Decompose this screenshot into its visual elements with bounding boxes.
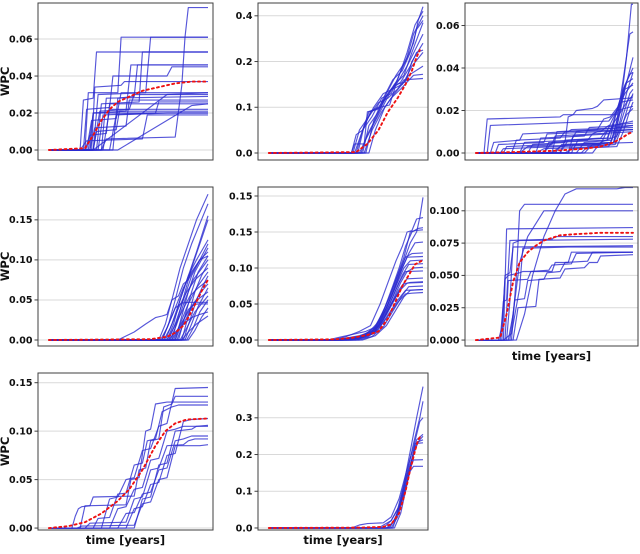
trajectory-line	[48, 404, 208, 529]
y-tick-label: 0.1	[236, 103, 253, 114]
y-tick-label: 0.00	[9, 523, 33, 534]
axes-frame	[464, 2, 639, 161]
trajectory-line	[475, 93, 634, 154]
trajectory-line	[48, 7, 208, 151]
y-tick-label: 0.2	[236, 57, 253, 68]
trajectory-line	[268, 291, 424, 341]
trajectory-line	[475, 187, 633, 341]
trajectory-line	[268, 433, 424, 529]
y-tick-label: 0.100	[429, 206, 459, 217]
trajectory-line	[48, 438, 208, 529]
subplot-r1c2: 0.0 0.1 0.2 0.4	[236, 2, 429, 161]
y-tick-label: 0.000	[429, 335, 459, 346]
y-tick-label: 0.075	[429, 238, 459, 249]
trajectory-line	[268, 10, 424, 154]
subplot-r2c2: 0.00 0.05 0.10 0.15 0.15	[229, 186, 429, 347]
subplot-r2c3: 0.000 0.025 0.050 0.075 0.100 time [years]	[429, 186, 639, 363]
y-tick-label: 0.15	[229, 227, 252, 238]
trajectory-line	[475, 95, 634, 154]
y-tick-label: 0.15	[229, 191, 252, 202]
y-tick-label: 0.02	[436, 106, 459, 117]
y-tick-label: 0.00	[436, 148, 460, 159]
trajectory-line	[48, 395, 208, 529]
trajectory-line	[475, 254, 634, 341]
trajectory-line	[475, 251, 633, 341]
trajectory-line	[48, 444, 209, 529]
trajectory-line	[475, 246, 633, 341]
subplot-r2c1: 0.00 0.05 0.10 0.15 WPC	[0, 186, 214, 347]
y-tick-label: 0.025	[429, 303, 459, 314]
trajectory-line	[268, 52, 424, 154]
y-tick-label: 0.04	[9, 71, 33, 82]
mean-line	[267, 49, 421, 154]
axes-frame	[257, 2, 429, 161]
trajectory-line	[268, 42, 424, 154]
trajectory-line	[268, 417, 424, 529]
axes-frame	[37, 186, 214, 347]
trajectory-line	[48, 66, 208, 151]
trajectory-line	[48, 401, 208, 529]
y-tick-label: 0.02	[9, 108, 32, 119]
y-tick-label: 0.00	[9, 335, 33, 346]
y-tick-label: 0.1	[236, 487, 253, 498]
y-axis-label: WPC	[0, 252, 12, 282]
axes-frame	[464, 186, 639, 347]
trajectory-line	[48, 251, 209, 341]
trajectory-line	[268, 217, 424, 341]
x-axis-label: time [years]	[512, 349, 591, 363]
y-tick-label: 0.00	[229, 335, 253, 346]
subplot-r3c1: 0.00 0.05 0.10 0.15 WPC time [years]	[0, 372, 214, 547]
y-axis-label: WPC	[0, 437, 12, 467]
y-tick-label: 0.0	[236, 148, 253, 159]
axes-background	[258, 3, 428, 160]
mean-line	[47, 80, 209, 151]
axes-frame	[37, 2, 214, 161]
y-tick-label: 0.06	[436, 21, 460, 32]
trajectory-line	[475, 126, 634, 154]
trajectory-line	[48, 425, 208, 529]
trajectory-line	[475, 82, 634, 154]
mean-line	[474, 231, 634, 342]
subplot-r3c2: 0.0 0.1 0.2 0.3 time [years]	[236, 372, 429, 547]
y-tick-label: 0.10	[9, 426, 33, 437]
axes-background	[38, 373, 213, 530]
y-tick-label: 0.05	[229, 299, 252, 310]
y-tick-label: 0.04	[436, 63, 460, 74]
y-tick-label: 0.05	[9, 475, 32, 486]
y-tick-label: 0.06	[9, 34, 33, 45]
x-axis-label: time [years]	[86, 533, 165, 547]
y-tick-label: 0.00	[9, 145, 33, 156]
y-tick-label: 0.10	[229, 263, 253, 274]
mean-line	[267, 259, 424, 341]
y-tick-label: 0.05	[9, 295, 32, 306]
mean-line	[47, 278, 209, 341]
y-tick-label: 0.15	[9, 215, 32, 226]
y-tick-label: 0.10	[9, 255, 33, 266]
y-tick-label: 0.3	[236, 413, 253, 424]
trajectory-line	[48, 417, 209, 529]
y-tick-label: 0.050	[429, 271, 459, 282]
mean-line	[47, 417, 209, 530]
y-axis-label: WPC	[0, 67, 12, 97]
axes-frame	[257, 186, 429, 347]
y-tick-label: 0.15	[9, 378, 32, 389]
trajectory-line	[48, 424, 209, 529]
y-tick-label: 0.0	[236, 523, 253, 534]
trajectory-line	[48, 103, 209, 151]
mean-line	[267, 435, 422, 529]
x-axis-label: time [years]	[303, 533, 382, 547]
subplot-r1c1: 0.00 0.02 0.04 0.06 WPC	[0, 2, 214, 161]
y-tick-label: 0.2	[236, 450, 253, 461]
axes-frame	[257, 372, 429, 531]
trajectory-line	[268, 289, 424, 341]
y-tick-label: 0.4	[236, 11, 253, 22]
axes-frame	[37, 372, 214, 531]
mean-line	[474, 130, 634, 154]
subplot-r1c3: 0.00 0.02 0.04 0.06	[436, 2, 639, 161]
